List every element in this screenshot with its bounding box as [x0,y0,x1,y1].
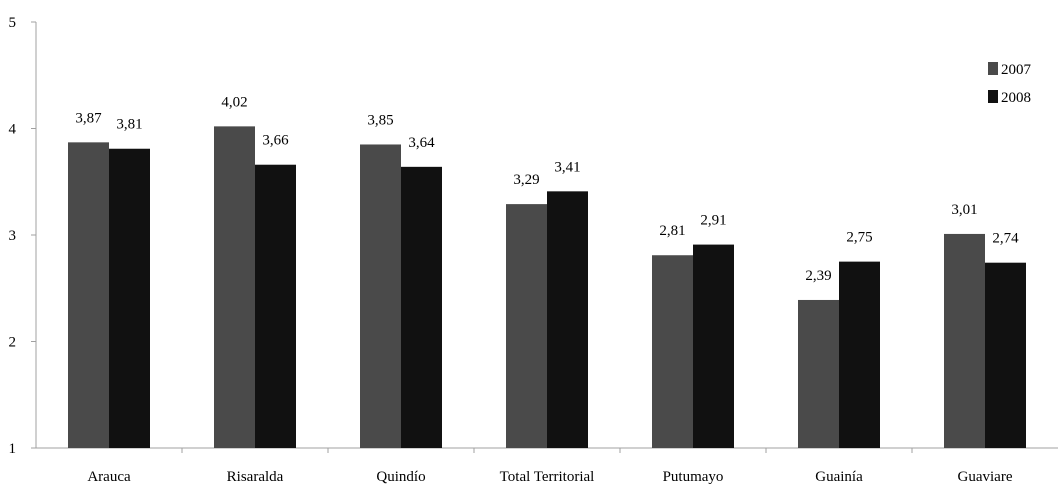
bar-2007 [68,142,109,448]
category-label: Total Territorial [500,469,595,485]
bar-2008 [985,262,1026,448]
category-label: Quindío [376,469,425,485]
legend-swatch-2007 [988,62,998,75]
bar-2007 [652,255,693,448]
bar-2008 [693,244,734,448]
bar-2008 [255,164,296,448]
bar-2007 [360,144,401,448]
data-label-2008: 3,64 [408,135,435,151]
bars [68,126,1026,449]
y-tick-label: 4 [9,122,17,138]
data-label-2008: 3,81 [116,117,142,133]
legend-label-2008: 2008 [1001,90,1031,106]
y-tick-label: 5 [9,15,17,31]
data-label-2008: 2,75 [846,230,872,246]
data-label-2007: 3,29 [513,172,539,188]
category-label: Guainía [815,469,863,485]
data-label-2008: 2,91 [700,213,726,229]
legend-swatch-2008 [988,90,998,103]
bar-2007 [798,299,839,448]
data-label-2007: 3,87 [75,110,102,126]
data-label-2007: 3,85 [367,112,393,128]
data-label-2008: 3,66 [262,133,289,149]
data-labels: 3,87 3,81 4,02 3,66 3,85 3,64 3,29 3,41 2,81 2,91… [75,94,1019,284]
y-tick-label: 3 [9,228,17,244]
bar-2008 [839,261,880,448]
bar-2008 [547,191,588,448]
y-axis-ticks: 1 2 3 4 5 [9,15,36,457]
bar-2007 [506,204,547,448]
data-label-2007: 4,02 [221,94,247,110]
data-label-2008: 3,41 [554,159,580,175]
bar-2008 [401,166,442,448]
data-label-2007: 3,01 [951,202,977,218]
bar-2007 [944,233,985,448]
data-label-2007: 2,81 [659,223,685,239]
bar-2008 [109,148,150,449]
y-tick-label: 2 [9,335,17,351]
legend-label-2007: 2007 [1001,62,1032,78]
category-labels: Arauca Risaralda Quindío Total Territorial P… [87,448,1013,485]
legend: 2007 2008 [988,62,1032,106]
data-label-2008: 2,74 [992,231,1019,247]
category-label: Arauca [87,469,131,485]
category-label: Guaviare [958,469,1013,485]
data-label-2007: 2,39 [805,268,831,284]
category-label: Risaralda [227,469,284,485]
category-label: Putumayo [663,469,724,485]
bar-2007 [214,126,255,449]
y-tick-label: 1 [9,441,17,457]
